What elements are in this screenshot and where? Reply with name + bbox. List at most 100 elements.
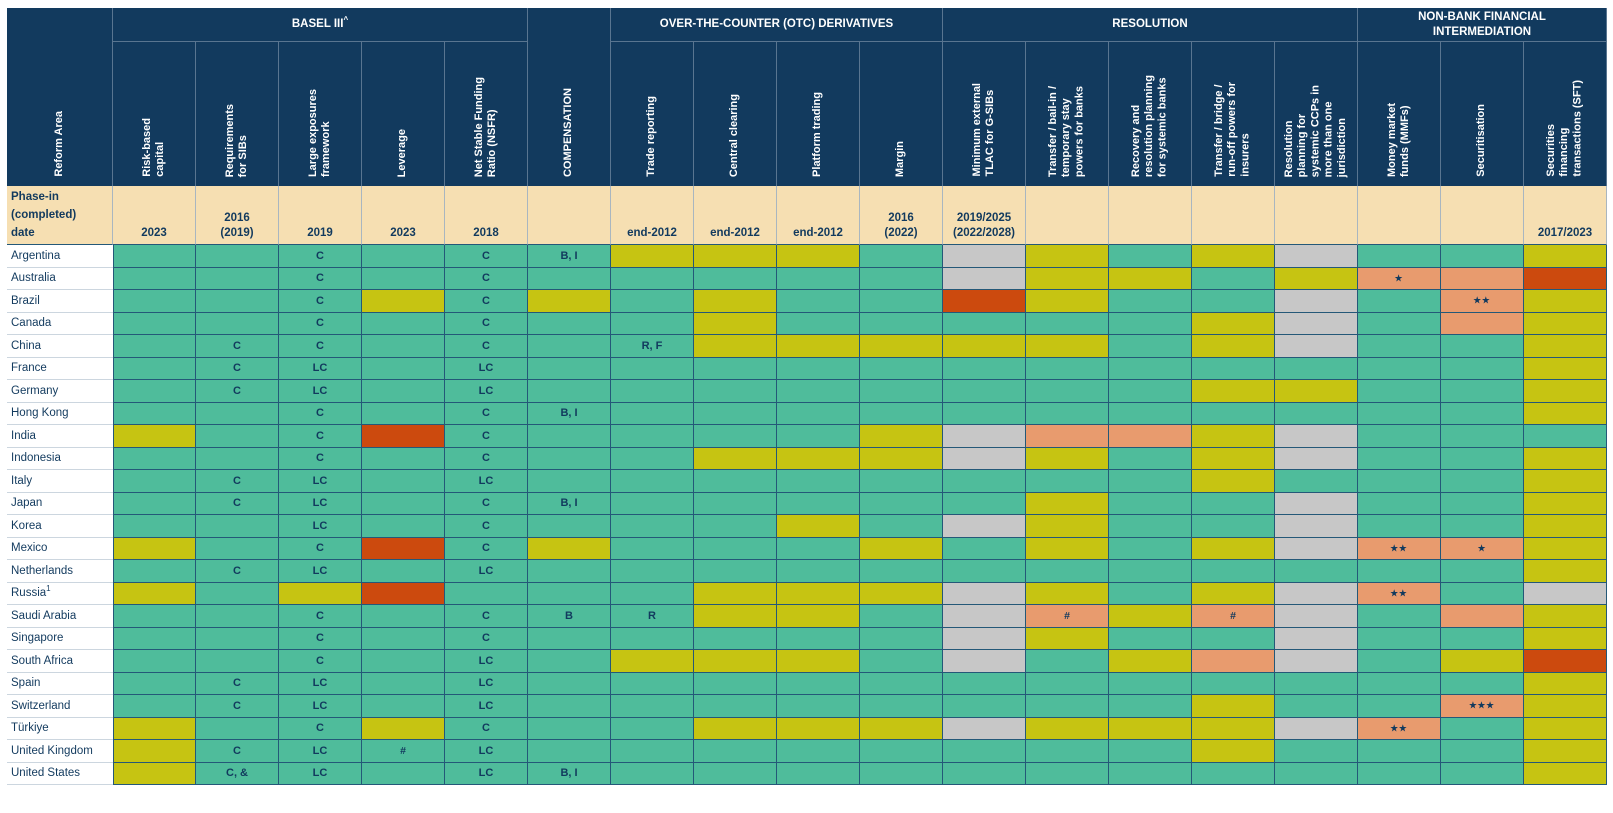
- status-cell: [196, 402, 279, 425]
- status-cell: [1192, 335, 1275, 358]
- status-cell: [528, 650, 611, 673]
- status-cell-marker: LC: [478, 654, 494, 667]
- status-cell: [196, 650, 279, 673]
- country-name: China: [11, 339, 42, 352]
- status-cell: [113, 335, 196, 358]
- status-cell: R, F: [611, 335, 694, 358]
- status-cell: C: [445, 627, 528, 650]
- status-cell: [860, 267, 943, 290]
- status-cell: [611, 627, 694, 650]
- status-cell: [1358, 245, 1441, 268]
- status-cell: [1275, 582, 1358, 605]
- status-cell: C: [279, 627, 362, 650]
- status-cell: R: [611, 605, 694, 628]
- column-header-label: Transfer / bail-in / temporary stay powe…: [1047, 85, 1086, 177]
- row-label: United Kingdom: [7, 740, 113, 763]
- status-cell-marker: C: [482, 519, 490, 532]
- phase-in-date: [528, 186, 611, 245]
- status-cell: [1192, 245, 1275, 268]
- status-cell: [1275, 695, 1358, 718]
- status-cell-marker: R, F: [641, 339, 663, 352]
- status-cell: [1026, 717, 1109, 740]
- status-cell: [860, 425, 943, 448]
- status-cell: [528, 335, 611, 358]
- status-cell: C: [196, 470, 279, 493]
- phase-in-date: 2018: [445, 186, 528, 245]
- status-cell: [1026, 267, 1109, 290]
- status-cell: [196, 582, 279, 605]
- status-cell: LC: [445, 357, 528, 380]
- status-cell-marker: LC: [478, 767, 494, 780]
- phase-in-date-value: 2023: [141, 227, 167, 240]
- status-cell: [694, 335, 777, 358]
- status-cell: [528, 740, 611, 763]
- status-cell: [362, 425, 445, 448]
- status-cell: [196, 447, 279, 470]
- status-cell: [777, 762, 860, 785]
- status-cell: ★: [1441, 537, 1524, 560]
- country-name: Italy: [11, 474, 33, 487]
- status-cell: C: [196, 357, 279, 380]
- status-cell: [860, 582, 943, 605]
- status-cell-marker: LC: [478, 744, 494, 757]
- status-cell: [196, 515, 279, 538]
- status-cell: [1192, 492, 1275, 515]
- status-cell: [113, 290, 196, 313]
- status-cell: ★★: [1358, 537, 1441, 560]
- status-cell: [1026, 335, 1109, 358]
- country-name: South Africa: [11, 654, 74, 667]
- status-cell: [943, 740, 1026, 763]
- status-cell: [860, 605, 943, 628]
- status-cell: [1441, 560, 1524, 583]
- status-cell: [943, 717, 1026, 740]
- status-cell: [1109, 425, 1192, 448]
- row-label: Argentina: [7, 245, 113, 268]
- status-cell: [1441, 650, 1524, 673]
- status-cell: [1441, 380, 1524, 403]
- status-cell: [1358, 447, 1441, 470]
- status-cell: [1026, 627, 1109, 650]
- status-cell: [528, 627, 611, 650]
- status-cell: [694, 740, 777, 763]
- status-cell: [1109, 492, 1192, 515]
- status-cell: [362, 650, 445, 673]
- status-cell: C: [279, 312, 362, 335]
- status-cell: [860, 402, 943, 425]
- status-cell-marker: B, I: [560, 407, 578, 420]
- row-label: Germany: [7, 380, 113, 403]
- status-cell: [113, 627, 196, 650]
- status-cell: [943, 582, 1026, 605]
- status-cell-marker: C: [482, 429, 490, 442]
- column-header: Net Stable Funding Ratio (NSFR): [445, 42, 528, 186]
- phase-in-date: 2023: [113, 186, 196, 245]
- status-cell: C: [445, 335, 528, 358]
- status-cell-marker: C: [482, 722, 490, 735]
- phase-in-date-value: end-2012: [710, 227, 760, 240]
- status-cell: [528, 380, 611, 403]
- status-cell-marker: LC: [312, 519, 328, 532]
- status-cell: [611, 267, 694, 290]
- status-cell: [777, 492, 860, 515]
- status-cell: [611, 762, 694, 785]
- country-name: Netherlands: [11, 564, 74, 577]
- status-cell: [777, 447, 860, 470]
- phase-in-date: 2019/2025 (2022/2028): [943, 186, 1026, 245]
- status-cell: [113, 740, 196, 763]
- status-cell: [1275, 335, 1358, 358]
- status-cell: [1524, 267, 1607, 290]
- status-cell: [1358, 762, 1441, 785]
- status-cell: [113, 717, 196, 740]
- status-cell: [1275, 425, 1358, 448]
- status-cell: [860, 537, 943, 560]
- row-label: Switzerland: [7, 695, 113, 718]
- status-cell: [1524, 312, 1607, 335]
- country-name: Indonesia: [11, 452, 61, 465]
- status-cell: ★★: [1358, 717, 1441, 740]
- row-label: United States: [7, 762, 113, 785]
- column-header-label: Minimum external TLAC for G-SIBs: [970, 83, 996, 177]
- status-cell: [196, 425, 279, 448]
- status-cell: #: [1192, 605, 1275, 628]
- status-cell: [1275, 740, 1358, 763]
- status-cell: [1275, 717, 1358, 740]
- country-name: Saudi Arabia: [11, 609, 77, 622]
